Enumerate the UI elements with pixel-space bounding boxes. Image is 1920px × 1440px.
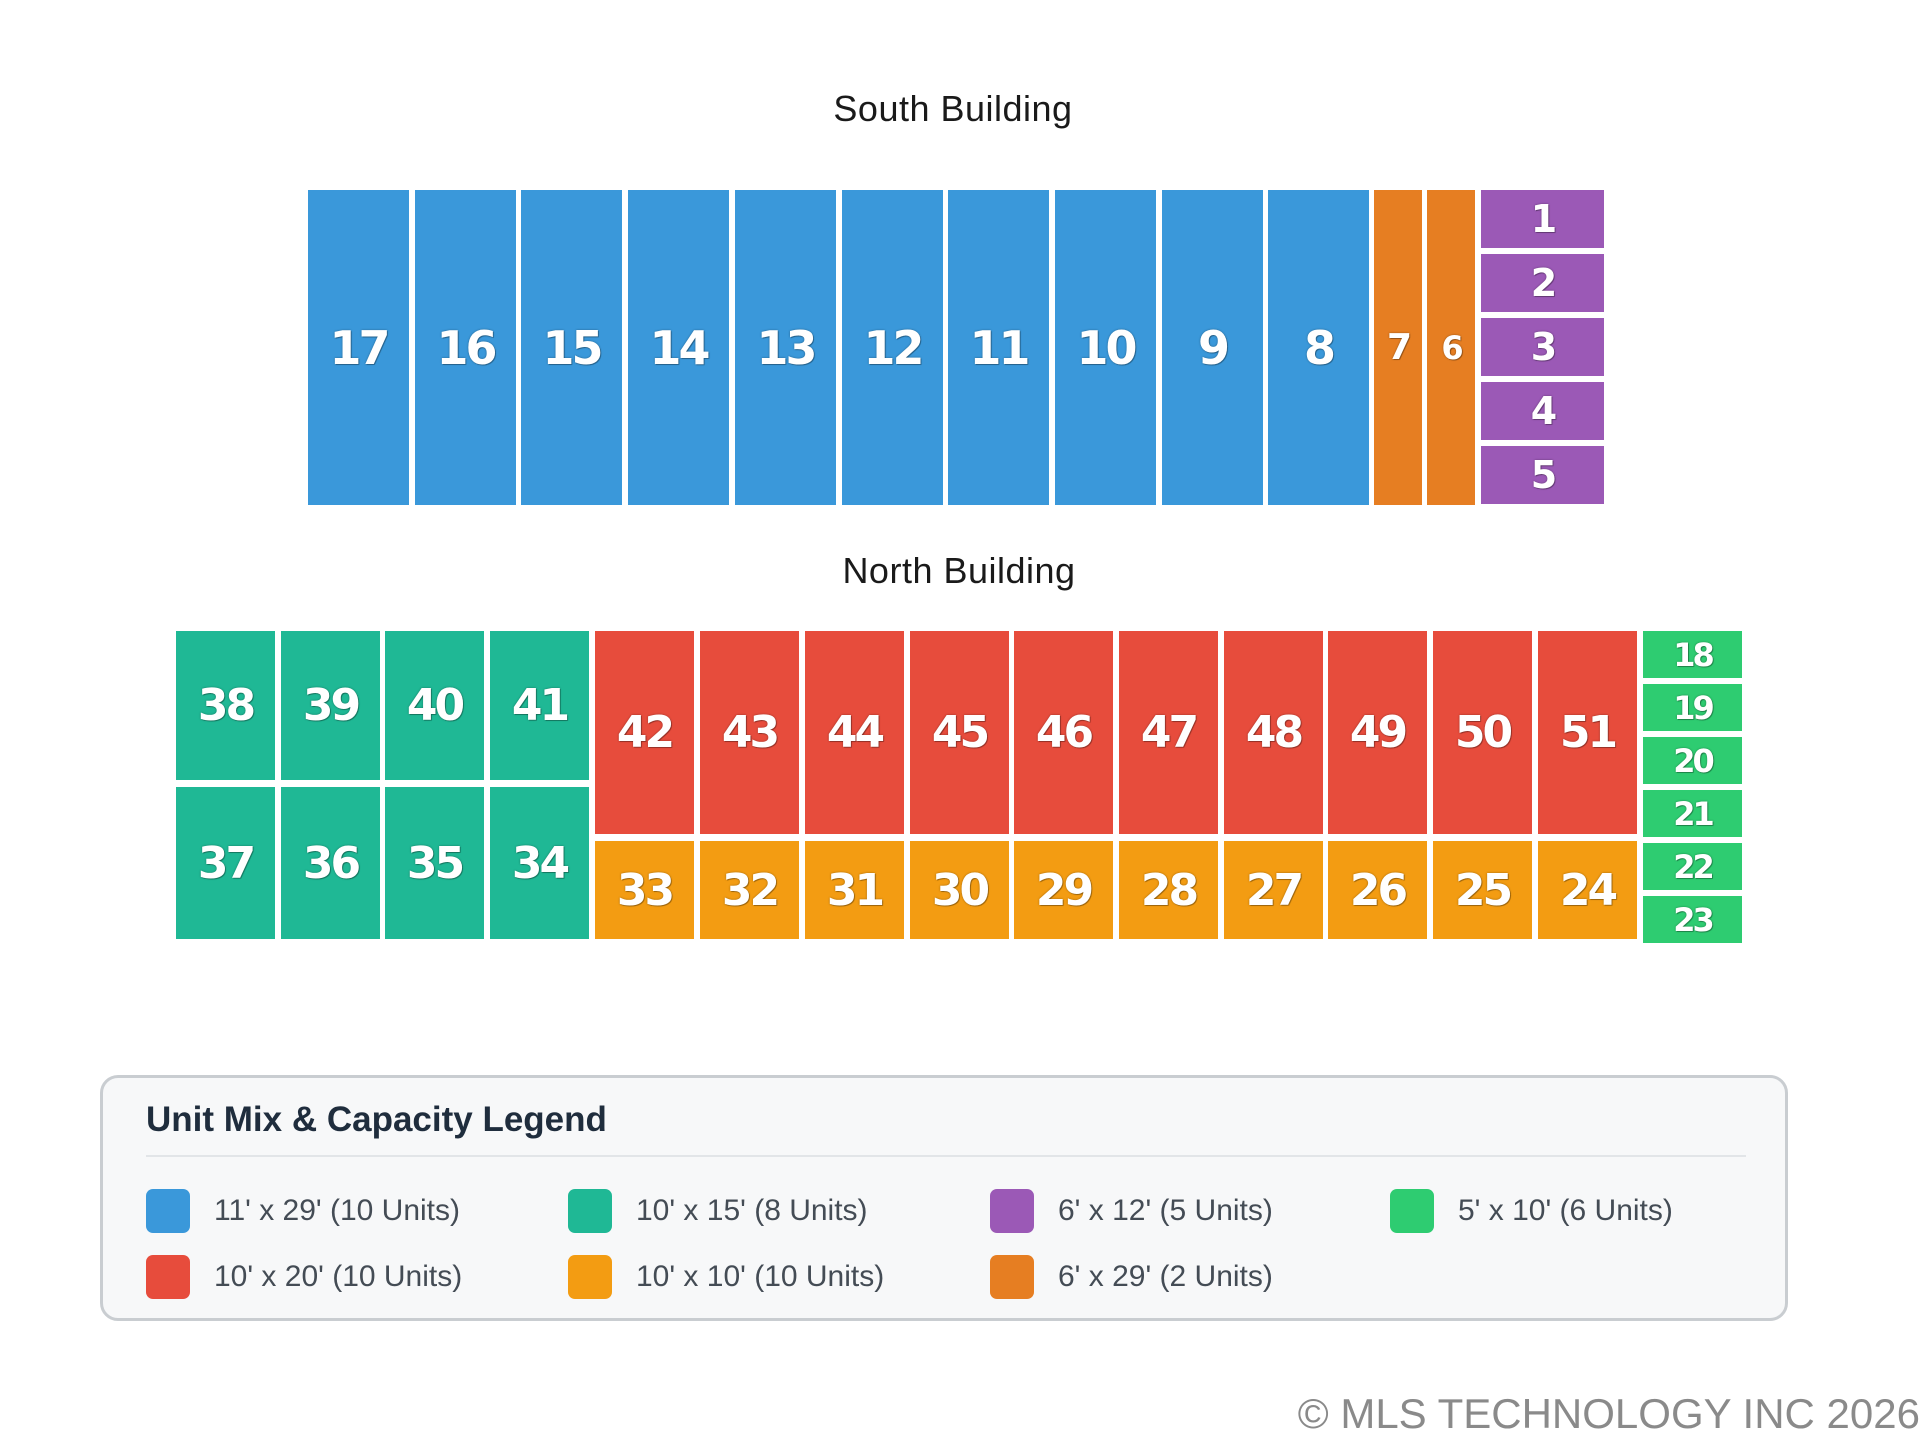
legend-label: 6' x 12' (5 Units) bbox=[1058, 1194, 1273, 1227]
unit-2: 2 bbox=[1481, 254, 1604, 312]
unit-39: 39 bbox=[281, 631, 380, 780]
legend-label: 5' x 10' (6 Units) bbox=[1458, 1194, 1673, 1227]
legend-label: 6' x 29' (2 Units) bbox=[1058, 1260, 1273, 1293]
unit-12: 12 bbox=[842, 190, 943, 505]
unit-17: 17 bbox=[308, 190, 409, 505]
unit-24: 24 bbox=[1538, 841, 1637, 939]
unit-25: 25 bbox=[1433, 841, 1532, 939]
unit-40: 40 bbox=[385, 631, 484, 780]
legend-divider bbox=[146, 1155, 1746, 1157]
unit-29: 29 bbox=[1014, 841, 1113, 939]
legend-label: 10' x 15' (8 Units) bbox=[636, 1194, 868, 1227]
copyright-watermark: © MLS TECHNOLOGY INC 2026 bbox=[1297, 1390, 1920, 1437]
unit-14: 14 bbox=[628, 190, 729, 505]
unit-mix-legend: Unit Mix & Capacity Legend 11' x 29' (10… bbox=[100, 1075, 1788, 1321]
legend-swatch bbox=[568, 1255, 612, 1299]
unit-8: 8 bbox=[1268, 190, 1369, 505]
unit-33: 33 bbox=[595, 841, 694, 939]
legend-label: 10' x 10' (10 Units) bbox=[636, 1260, 885, 1293]
legend-item: 10' x 20' (10 Units) bbox=[146, 1254, 462, 1300]
legend-swatch bbox=[990, 1255, 1034, 1299]
unit-38: 38 bbox=[176, 631, 275, 780]
unit-5: 5 bbox=[1481, 446, 1604, 504]
legend-label: 11' x 29' (10 Units) bbox=[214, 1194, 461, 1227]
unit-15: 15 bbox=[521, 190, 622, 505]
unit-20: 20 bbox=[1643, 737, 1742, 784]
south-building-title: South Building bbox=[833, 88, 1073, 129]
legend-item: 11' x 29' (10 Units) bbox=[146, 1188, 460, 1234]
legend-swatch bbox=[1390, 1189, 1434, 1233]
unit-35: 35 bbox=[385, 787, 484, 939]
unit-22: 22 bbox=[1643, 843, 1742, 890]
legend-swatch bbox=[146, 1189, 190, 1233]
unit-23: 23 bbox=[1643, 896, 1742, 943]
unit-6: 6 bbox=[1427, 190, 1475, 505]
unit-50: 50 bbox=[1433, 631, 1532, 834]
unit-48: 48 bbox=[1224, 631, 1323, 834]
unit-3: 3 bbox=[1481, 318, 1604, 376]
unit-31: 31 bbox=[805, 841, 904, 939]
unit-37: 37 bbox=[176, 787, 275, 939]
unit-18: 18 bbox=[1643, 631, 1742, 678]
unit-45: 45 bbox=[910, 631, 1009, 834]
unit-32: 32 bbox=[700, 841, 799, 939]
unit-42: 42 bbox=[595, 631, 694, 834]
unit-44: 44 bbox=[805, 631, 904, 834]
unit-30: 30 bbox=[910, 841, 1009, 939]
unit-51: 51 bbox=[1538, 631, 1637, 834]
unit-41: 41 bbox=[490, 631, 589, 780]
unit-7: 7 bbox=[1374, 190, 1422, 505]
legend-title: Unit Mix & Capacity Legend bbox=[146, 1100, 607, 1139]
north-building-title: North Building bbox=[842, 550, 1076, 591]
legend-label: 10' x 20' (10 Units) bbox=[214, 1260, 463, 1293]
unit-43: 43 bbox=[700, 631, 799, 834]
legend-item: 6' x 12' (5 Units) bbox=[990, 1188, 1273, 1234]
unit-9: 9 bbox=[1162, 190, 1263, 505]
unit-36: 36 bbox=[281, 787, 380, 939]
unit-49: 49 bbox=[1328, 631, 1427, 834]
legend-item: 6' x 29' (2 Units) bbox=[990, 1254, 1273, 1300]
unit-13: 13 bbox=[735, 190, 836, 505]
unit-26: 26 bbox=[1328, 841, 1427, 939]
unit-28: 28 bbox=[1119, 841, 1218, 939]
unit-11: 11 bbox=[948, 190, 1049, 505]
legend-item: 10' x 15' (8 Units) bbox=[568, 1188, 868, 1234]
legend-swatch bbox=[568, 1189, 612, 1233]
legend-swatch bbox=[146, 1255, 190, 1299]
legend-swatch bbox=[990, 1189, 1034, 1233]
unit-19: 19 bbox=[1643, 684, 1742, 731]
unit-10: 10 bbox=[1055, 190, 1156, 505]
unit-34: 34 bbox=[490, 787, 589, 939]
unit-46: 46 bbox=[1014, 631, 1113, 834]
unit-21: 21 bbox=[1643, 790, 1742, 837]
unit-47: 47 bbox=[1119, 631, 1218, 834]
unit-16: 16 bbox=[415, 190, 516, 505]
unit-4: 4 bbox=[1481, 382, 1604, 440]
unit-27: 27 bbox=[1224, 841, 1323, 939]
legend-item: 10' x 10' (10 Units) bbox=[568, 1254, 884, 1300]
legend-item: 5' x 10' (6 Units) bbox=[1390, 1188, 1673, 1234]
unit-1: 1 bbox=[1481, 190, 1604, 248]
